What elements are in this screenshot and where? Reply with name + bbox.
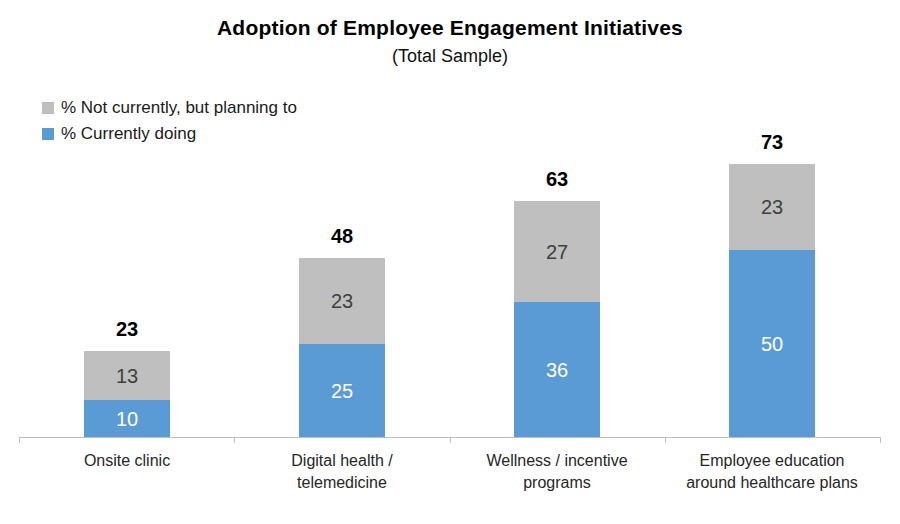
segment-value-label: 13	[116, 366, 138, 386]
bar-segment-currently-doing: 25	[299, 344, 385, 437]
total-value-label: 63	[494, 168, 620, 191]
bar-segment-currently-doing: 36	[514, 302, 600, 437]
bar-segment-currently-doing: 10	[84, 400, 170, 437]
segment-value-label: 25	[331, 381, 353, 401]
plot-area: 10 13 23 Onsite clinic 25 23 48 Digital health …	[0, 0, 900, 524]
category-label: Wellness / incentiveprograms	[447, 450, 667, 494]
total-value-label: 23	[64, 318, 190, 341]
segment-value-label: 23	[761, 197, 783, 217]
segment-value-label: 36	[546, 360, 568, 380]
x-axis-tick	[880, 437, 881, 443]
category-label: Employee educationaround healthcare plan…	[662, 450, 882, 494]
total-value-label: 48	[279, 225, 405, 248]
x-axis-tick	[450, 437, 451, 443]
bar-segment-planning-to: 23	[299, 258, 385, 344]
bar-segment-planning-to: 27	[514, 201, 600, 302]
segment-value-label: 10	[116, 409, 138, 429]
category-label: Digital health /telemedicine	[232, 450, 452, 494]
x-axis-tick	[19, 437, 20, 443]
segment-value-label: 23	[331, 291, 353, 311]
total-value-label: 73	[709, 131, 835, 154]
x-axis-tick	[234, 437, 235, 443]
bar-segment-planning-to: 13	[84, 351, 170, 400]
chart-canvas: Adoption of Employee Engagement Initiati…	[0, 0, 900, 524]
segment-value-label: 50	[761, 334, 783, 354]
bar-segment-planning-to: 23	[729, 164, 815, 250]
x-axis-tick	[665, 437, 666, 443]
segment-value-label: 27	[546, 242, 568, 262]
bar-segment-currently-doing: 50	[729, 250, 815, 437]
category-label: Onsite clinic	[17, 450, 237, 472]
